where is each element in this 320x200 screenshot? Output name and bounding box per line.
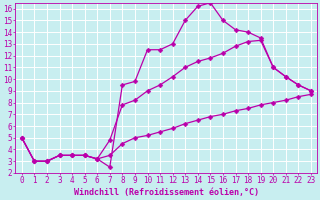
X-axis label: Windchill (Refroidissement éolien,°C): Windchill (Refroidissement éolien,°C): [74, 188, 259, 197]
